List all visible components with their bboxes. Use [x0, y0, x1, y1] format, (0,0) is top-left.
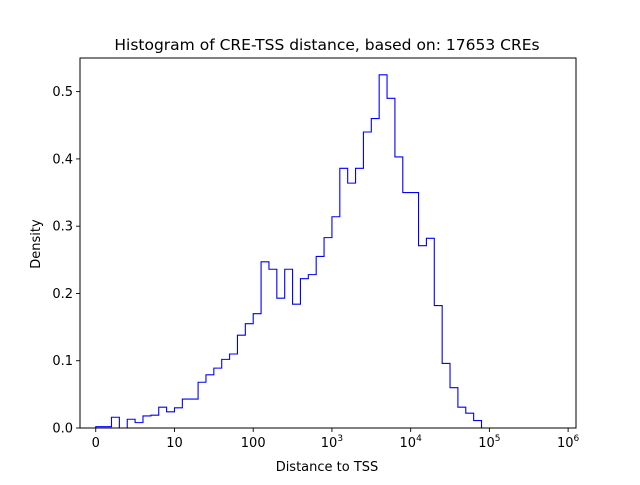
- histogram-step-line: [95, 74, 545, 429]
- y-tick-label: 0.4: [52, 152, 73, 167]
- y-tick-label: 0.0: [52, 422, 73, 437]
- x-tick-exponent: 4: [416, 434, 422, 444]
- x-axis-label: Distance to TSS: [276, 460, 379, 475]
- x-tick-label: 10: [166, 436, 183, 451]
- chart-title: Histogram of CRE-TSS distance, based on:…: [114, 36, 539, 54]
- plot-frame: [79, 57, 577, 429]
- y-tick-label: 0.5: [52, 85, 73, 100]
- x-tick-exponent: 5: [495, 434, 501, 444]
- x-tick-label: 100: [241, 436, 266, 451]
- y-tick-label: 0.3: [52, 220, 73, 235]
- x-tick-exponent: 6: [574, 434, 580, 444]
- y-tick-label: 0.1: [52, 354, 73, 369]
- x-tick-exponent: 3: [337, 434, 343, 444]
- y-tick-label: 0.2: [52, 287, 73, 302]
- y-axis-label: Density: [29, 219, 44, 269]
- x-tick-label: 0: [92, 436, 100, 451]
